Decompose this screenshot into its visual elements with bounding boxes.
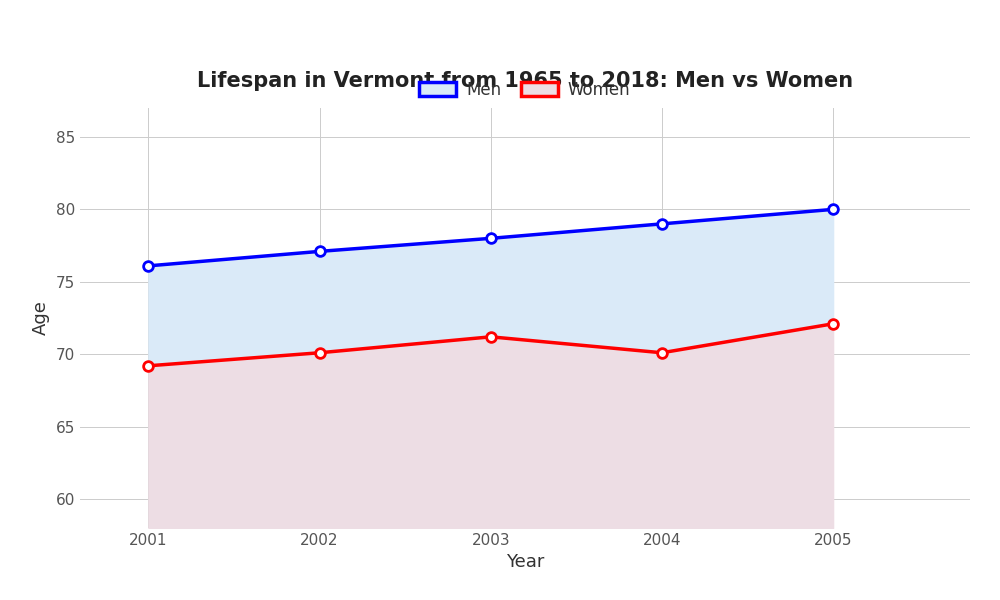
Y-axis label: Age: Age: [32, 301, 50, 335]
Title: Lifespan in Vermont from 1965 to 2018: Men vs Women: Lifespan in Vermont from 1965 to 2018: M…: [197, 71, 853, 91]
Legend: Men, Women: Men, Women: [413, 74, 637, 106]
X-axis label: Year: Year: [506, 553, 544, 571]
